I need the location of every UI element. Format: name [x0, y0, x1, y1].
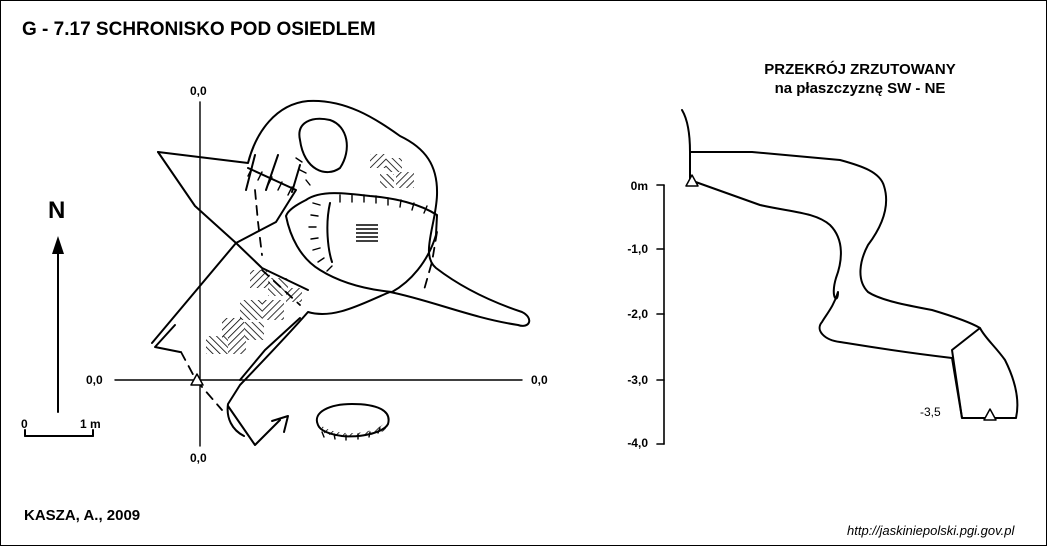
coord-label-right: 0,0	[531, 373, 548, 387]
map-title: G - 7.17 SCHRONISKO POD OSIEDLEM	[22, 19, 376, 40]
ledge-hachures	[247, 157, 428, 441]
depth-tick-label: -1,0	[627, 242, 648, 256]
section-title: PRZEKRÓJ ZRZUTOWANY na płaszczyznę SW - …	[700, 60, 1020, 98]
north-arrow	[52, 236, 64, 413]
depth-tick-label: 0m	[630, 179, 648, 193]
station-depth-label: -3,5	[920, 405, 941, 419]
section-title-line2: na płaszczyznę SW - NE	[774, 80, 946, 97]
coord-label-left: 0,0	[86, 373, 103, 387]
source-url: http://jaskiniepolski.pgi.gov.pl	[847, 523, 1015, 538]
coord-label-top: 0,0	[190, 84, 207, 98]
depth-tick-label: -2,0	[627, 307, 648, 321]
scale-bar	[24, 429, 94, 437]
depth-axis	[656, 184, 665, 445]
coordinate-axes	[114, 101, 523, 447]
sediment-hatching	[206, 154, 414, 438]
depth-tick-label: -4,0	[627, 436, 648, 450]
author-credit: KASZA, A., 2009	[24, 507, 141, 524]
section-title-line1: PRZEKRÓJ ZRZUTOWANY	[764, 61, 956, 78]
survey-station-marker	[190, 373, 204, 386]
section-station-markers	[685, 174, 997, 421]
north-label: N	[48, 197, 66, 224]
coord-label-bottom: 0,0	[190, 451, 207, 465]
scale-unit-label: 1 m	[80, 417, 101, 431]
scale-zero-label: 0	[21, 417, 28, 431]
depth-tick-label: -3,0	[627, 373, 648, 387]
cave-plan-dashed-lines	[180, 189, 438, 411]
cave-section-outline	[681, 109, 1019, 419]
